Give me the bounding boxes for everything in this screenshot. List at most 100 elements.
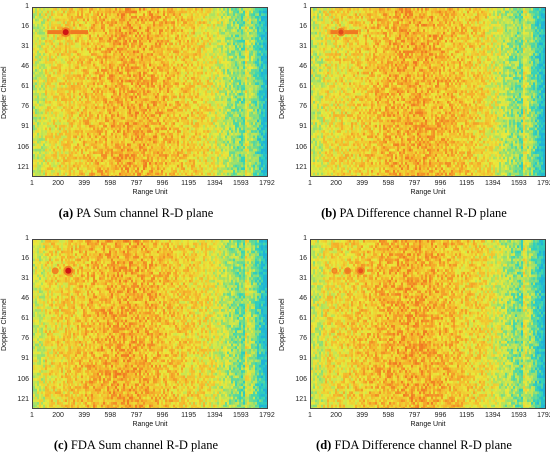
- heatmap-cell: [185, 104, 187, 107]
- heatmap-cell: [123, 82, 125, 85]
- heatmap-cell: [103, 74, 105, 77]
- heatmap-cell: [63, 64, 65, 67]
- heatmap-cell: [81, 37, 83, 40]
- heatmap-cell: [135, 80, 137, 83]
- heatmap-cell: [47, 114, 49, 117]
- heatmap-cell: [239, 13, 241, 16]
- heatmap-cell: [227, 32, 229, 35]
- heatmap-cell: [183, 13, 185, 16]
- heatmap-cell: [165, 106, 167, 109]
- heatmap-cell: [145, 72, 147, 75]
- heatmap-cell: [75, 27, 77, 30]
- heatmap-cell: [83, 96, 85, 99]
- heatmap-cell: [33, 90, 35, 93]
- heatmap-cell: [55, 114, 57, 117]
- heatmap-cell: [245, 69, 247, 72]
- heatmap-cell: [133, 11, 135, 14]
- heatmap-cell: [47, 88, 49, 91]
- heatmap-cell: [193, 53, 195, 56]
- heatmap-cell: [233, 13, 235, 16]
- heatmap-cell: [109, 43, 111, 46]
- heatmap-cell: [259, 88, 261, 91]
- heatmap-cell: [63, 61, 65, 64]
- heatmap-cell: [151, 114, 153, 117]
- heatmap-cell: [163, 74, 165, 77]
- heatmap-cell: [239, 104, 241, 107]
- heatmap-cell: [261, 117, 263, 120]
- heatmap-cell: [109, 11, 111, 14]
- heatmap-cell: [39, 90, 41, 93]
- heatmap-cell: [171, 13, 173, 16]
- heatmap-cell: [241, 61, 243, 64]
- heatmap-cell: [131, 29, 133, 32]
- heatmap-cell: [49, 88, 51, 91]
- heatmap-cell: [73, 13, 75, 16]
- heatmap-cell: [215, 114, 217, 117]
- heatmap-cell: [257, 53, 259, 56]
- heatmap-cell: [105, 48, 107, 51]
- heatmap-cell: [225, 66, 227, 69]
- heatmap-cell: [209, 37, 211, 40]
- heatmap-cell: [211, 24, 213, 27]
- heatmap-cell: [159, 66, 161, 69]
- heatmap-cell: [75, 77, 77, 80]
- heatmap-cell: [93, 72, 95, 75]
- heatmap-cell: [115, 56, 117, 59]
- heatmap-cell: [89, 72, 91, 75]
- heatmap-cell: [59, 61, 61, 64]
- heatmap-cell: [41, 80, 43, 83]
- heatmap-cell: [141, 29, 143, 32]
- heatmap-cell: [217, 58, 219, 61]
- heatmap-cell: [155, 29, 157, 32]
- heatmap-cell: [193, 8, 195, 11]
- heatmap-cell: [153, 19, 155, 22]
- heatmap-cell: [81, 40, 83, 43]
- heatmap-cell: [243, 56, 245, 59]
- heatmap-cell: [101, 27, 103, 30]
- heatmap-cell: [213, 117, 215, 120]
- heatmap-cell: [83, 24, 85, 27]
- heatmap-cell: [75, 43, 77, 46]
- heatmap-cell: [75, 35, 77, 38]
- heatmap-cell: [181, 61, 183, 64]
- heatmap-cell: [103, 32, 105, 35]
- heatmap-cell: [143, 104, 145, 107]
- heatmap-cell: [253, 35, 255, 38]
- heatmap-cell: [109, 40, 111, 43]
- heatmap-cell: [111, 11, 113, 14]
- heatmap-cell: [147, 66, 149, 69]
- heatmap-cell: [133, 53, 135, 56]
- heatmap-cell: [171, 48, 173, 51]
- heatmap-cell: [159, 69, 161, 72]
- heatmap-cell: [253, 58, 255, 61]
- heatmap-cell: [261, 35, 263, 38]
- heatmap-cell: [195, 27, 197, 30]
- heatmap-cell: [203, 72, 205, 75]
- heatmap-cell: [217, 11, 219, 14]
- heatmap-cell: [267, 69, 268, 72]
- heatmap-cell: [251, 48, 253, 51]
- heatmap-cell: [171, 106, 173, 109]
- heatmap-cell: [225, 77, 227, 80]
- heatmap-cell: [225, 104, 227, 107]
- heatmap-cell: [245, 101, 247, 104]
- heatmap-cell: [167, 29, 169, 32]
- heatmap-cell: [165, 88, 167, 91]
- heatmap-cell: [173, 51, 175, 54]
- heatmap-cell: [221, 74, 223, 77]
- heatmap-cell: [111, 106, 113, 109]
- heatmap-cell: [201, 98, 203, 101]
- heatmap-cell: [159, 90, 161, 93]
- heatmap-cell: [81, 64, 83, 67]
- heatmap-cell: [163, 13, 165, 16]
- heatmap-cell: [77, 64, 79, 67]
- heatmap-cell: [247, 80, 249, 83]
- heatmap-cell: [113, 58, 115, 61]
- heatmap-cell: [113, 114, 115, 117]
- heatmap-cell: [41, 19, 43, 22]
- heatmap-cell: [107, 58, 109, 61]
- heatmap-cell: [253, 104, 255, 107]
- heatmap-cell: [243, 66, 245, 69]
- heatmap-cell: [59, 80, 61, 83]
- heatmap-cell: [179, 13, 181, 16]
